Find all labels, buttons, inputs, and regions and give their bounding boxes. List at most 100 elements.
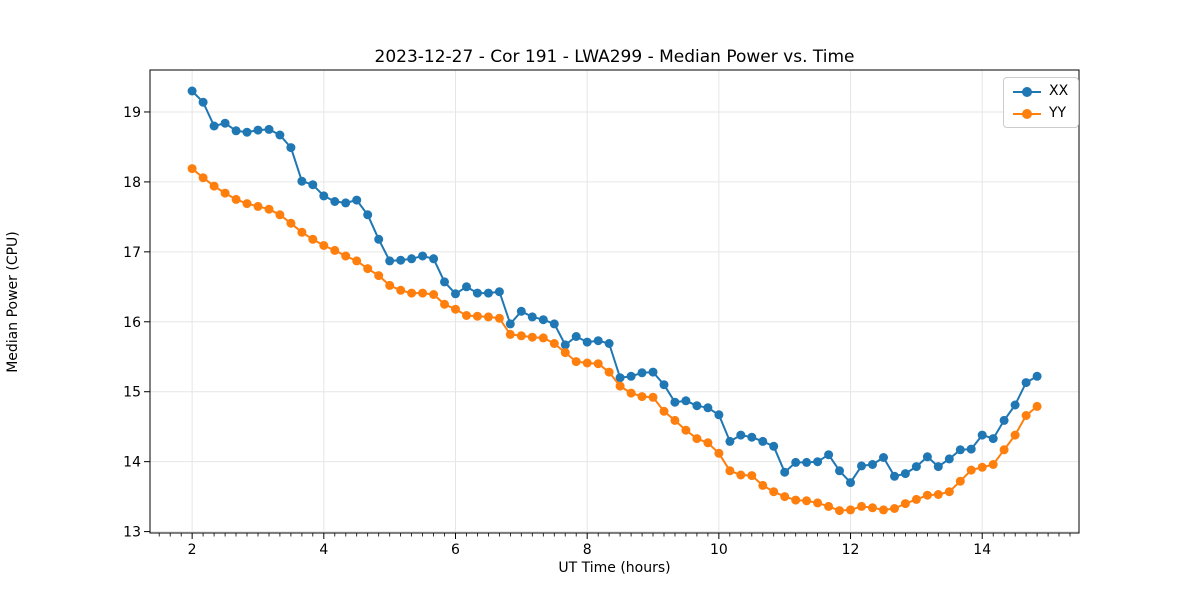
data-point [626, 388, 636, 398]
data-point [308, 234, 318, 244]
data-point [824, 450, 834, 460]
data-point [670, 415, 680, 425]
data-point [944, 487, 954, 497]
data-point [681, 396, 691, 406]
data-point [440, 299, 449, 309]
data-point [802, 457, 812, 467]
data-point [1021, 378, 1031, 388]
data-point [670, 397, 680, 407]
data-point [626, 371, 636, 381]
data-point [560, 348, 570, 358]
data-point [857, 501, 866, 511]
data-point [407, 254, 417, 264]
data-point [253, 201, 263, 211]
data-point [385, 280, 395, 290]
data-point [966, 444, 976, 454]
data-point [769, 487, 779, 497]
series-line [191, 90, 1039, 484]
data-point [494, 287, 504, 297]
data-point [352, 195, 362, 205]
chart-title: 2023-12-27 - Cor 191 - LWA299 - Median P… [374, 47, 855, 67]
data-point [736, 470, 746, 480]
data-point [791, 457, 801, 467]
data-point [824, 501, 834, 511]
data-point [505, 329, 515, 339]
data-point [264, 204, 274, 214]
data-point [363, 264, 373, 274]
data-point [681, 425, 691, 435]
data-point [374, 234, 384, 244]
data-point [330, 245, 340, 255]
data-point [604, 339, 614, 348]
data-point [999, 445, 1009, 455]
data-point [242, 199, 252, 209]
axes-frame [149, 69, 1080, 534]
data-point [747, 432, 757, 442]
y-tick-label: 19 [123, 105, 141, 121]
data-point [615, 373, 625, 383]
data-point [483, 288, 493, 298]
data-point [725, 466, 735, 476]
data-point [846, 478, 855, 488]
data-point [791, 495, 801, 505]
data-point [220, 188, 230, 198]
data-point [703, 438, 713, 448]
data-point [648, 367, 658, 377]
legend-item-xx: XX [1013, 83, 1068, 100]
data-point [1010, 400, 1020, 410]
data-point [758, 480, 768, 490]
data-point [198, 173, 208, 183]
data-point [527, 312, 537, 322]
x-tick-label: 10 [710, 542, 728, 558]
data-point [900, 499, 910, 509]
data-point [769, 441, 779, 451]
y-tick-label: 18 [123, 175, 141, 191]
legend-label: XX [1049, 83, 1069, 99]
series-xx [187, 86, 1042, 488]
data-point [758, 436, 768, 446]
data-point [835, 466, 844, 476]
data-point [714, 448, 724, 458]
data-point [922, 452, 932, 462]
data-point [505, 319, 515, 329]
data-point [648, 392, 658, 402]
data-point [560, 340, 570, 350]
data-point [198, 97, 208, 107]
data-point [264, 124, 274, 134]
data-point [692, 434, 702, 444]
y-tick-label: 14 [123, 455, 141, 471]
data-point [516, 306, 526, 316]
data-point [297, 176, 307, 186]
data-point [890, 471, 899, 481]
data-point [286, 143, 296, 153]
data-point [659, 380, 669, 390]
data-point [593, 359, 603, 369]
data-point [187, 86, 197, 96]
data-point [527, 332, 537, 342]
data-point [472, 311, 482, 321]
data-point [451, 289, 460, 299]
data-point [396, 255, 406, 265]
data-point [977, 462, 987, 472]
data-point [253, 125, 263, 135]
data-point [494, 313, 504, 323]
data-point [297, 227, 307, 237]
x-tick-label: 2 [188, 542, 197, 558]
data-point [802, 496, 812, 506]
legend-line-swatch-xx [1013, 86, 1041, 97]
y-axis-ticks: 13 14 15 16 17 18 19 [123, 105, 150, 541]
data-point [440, 277, 449, 287]
legend-label: YY [1049, 105, 1067, 121]
legend-marker-icon [1022, 86, 1032, 97]
gridlines [150, 70, 1079, 533]
data-point [231, 126, 241, 136]
data-point [429, 254, 439, 264]
data-point [571, 357, 581, 367]
data-point [868, 460, 877, 469]
data-point [571, 332, 581, 341]
data-point [451, 304, 460, 314]
data-point [933, 490, 943, 499]
data-point [703, 403, 713, 413]
data-point [714, 410, 724, 420]
